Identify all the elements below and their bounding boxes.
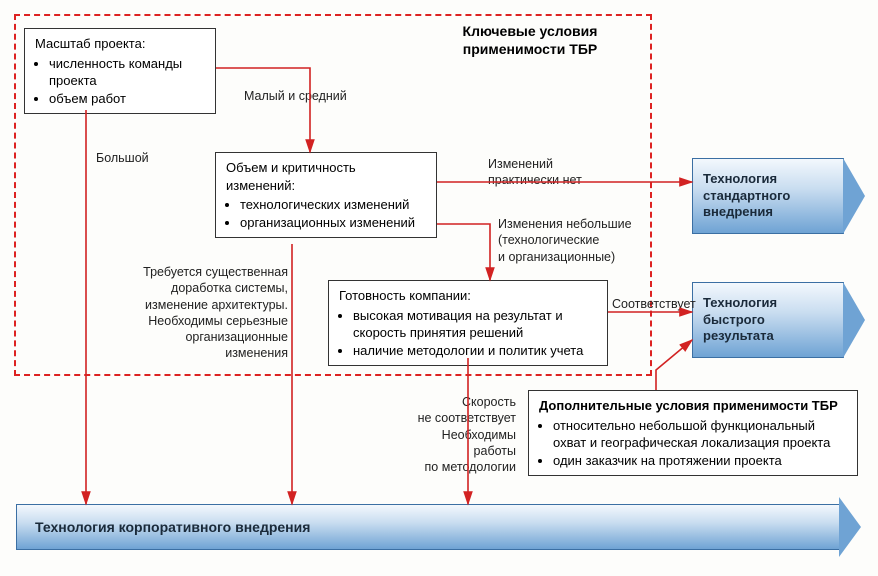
node-scale-title: Масштаб проекта: bbox=[35, 36, 145, 51]
node-changes-title: Объем и критичность изменений: bbox=[226, 160, 356, 193]
header-line2: применимости ТБР bbox=[463, 41, 597, 57]
label-small-medium: Малый и средний bbox=[244, 88, 347, 104]
node-changes-item: организационных изменений bbox=[240, 214, 426, 232]
label-small-changes: Изменения небольшие (технологические и о… bbox=[498, 216, 632, 265]
label-no-changes: Изменений практически нет bbox=[488, 156, 582, 189]
node-additional: Дополнительные условия применимости ТБР … bbox=[528, 390, 858, 476]
node-additional-item: относительно небольшой функциональный ох… bbox=[553, 417, 847, 452]
node-scale: Масштаб проекта: численность команды про… bbox=[24, 28, 216, 114]
node-scale-item: численность команды проекта bbox=[49, 55, 205, 90]
band-standard-l1: Технология bbox=[703, 171, 777, 186]
band-corporate: Технология корпоративного внедрения bbox=[16, 504, 840, 550]
header-title: Ключевые условия применимости ТБР bbox=[430, 22, 630, 58]
band-fast-l1: Технология bbox=[703, 295, 777, 310]
band-corporate-text: Технология корпоративного внедрения bbox=[35, 519, 310, 535]
node-readiness: Готовность компании: высокая мотивация н… bbox=[328, 280, 608, 366]
arrow-head-icon bbox=[843, 282, 865, 358]
band-standard-l3: внедрения bbox=[703, 204, 773, 219]
label-speed: Скорость не соответствует Необходимы раб… bbox=[404, 394, 516, 475]
label-big: Большой bbox=[96, 150, 149, 166]
node-additional-title: Дополнительные условия применимости ТБР bbox=[539, 398, 838, 413]
label-matches: Соответствует bbox=[612, 296, 696, 312]
label-rework: Требуется существенная доработка системы… bbox=[128, 264, 288, 362]
node-scale-item: объем работ bbox=[49, 90, 205, 108]
band-standard: Технология стандартного внедрения bbox=[692, 158, 844, 234]
node-additional-item: один заказчик на протяжении проекта bbox=[553, 452, 847, 470]
header-line1: Ключевые условия bbox=[463, 23, 598, 39]
node-readiness-item: высокая мотивация на результат и скорост… bbox=[353, 307, 597, 342]
node-readiness-item: наличие методологии и политик учета bbox=[353, 342, 597, 360]
arrow-head-icon bbox=[839, 497, 861, 557]
band-fast-l2: быстрого bbox=[703, 312, 765, 327]
node-changes: Объем и критичность изменений: технологи… bbox=[215, 152, 437, 238]
arrow-head-icon bbox=[843, 158, 865, 234]
node-changes-item: технологических изменений bbox=[240, 196, 426, 214]
band-fast: Технология быстрого результата bbox=[692, 282, 844, 358]
band-standard-l2: стандартного bbox=[703, 188, 790, 203]
band-fast-l3: результата bbox=[703, 328, 774, 343]
node-readiness-title: Готовность компании: bbox=[339, 288, 471, 303]
